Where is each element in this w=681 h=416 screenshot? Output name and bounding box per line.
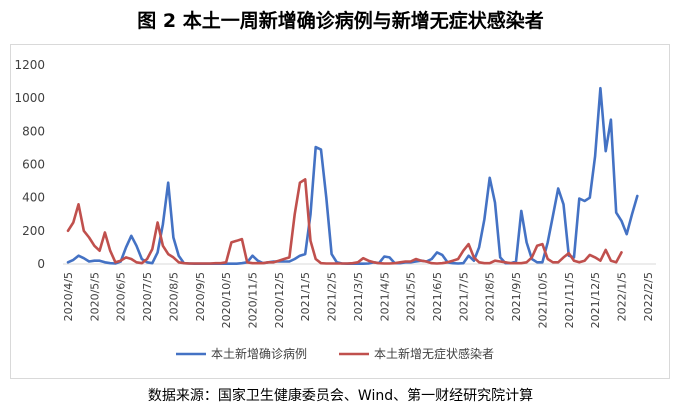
x-tick-label: 2021/4/5 [378,272,391,321]
source-note: 数据来源：国家卫生健康委员会、Wind、第一财经研究院计算 [147,388,534,404]
x-tick-label: 2020/5/5 [88,272,101,321]
series-line-2 [66,178,623,265]
y-axis-ticks: 0 200 400 600 800 1000 1200 [14,58,45,271]
x-tick-label: 2021/7/5 [457,272,470,321]
x-tick-label: 2021/12/5 [589,272,602,328]
legend: 本土新增确诊病例 本土新增无症状感染者 [176,346,494,361]
x-tick-label: 2020/4/5 [62,272,75,321]
x-tick-label: 2021/1/5 [299,272,312,321]
x-tick-label: 2021/9/5 [510,272,523,321]
x-tick-label: 2020/8/5 [167,272,180,321]
chart-title: 图 2 本土一周新增确诊病例与新增无症状感染者 [137,10,544,32]
x-tick-label: 2020/6/5 [115,272,128,321]
y-tick-label: 0 [37,257,45,271]
x-tick-label: 2022/2/5 [642,272,655,321]
x-tick-label: 2021/5/5 [405,272,418,321]
x-tick-label: 2020/7/5 [141,272,154,321]
y-tick-label: 1000 [14,91,45,105]
x-tick-label: 2021/3/5 [352,272,365,321]
y-tick-label: 600 [22,158,45,172]
y-tick-label: 400 [22,191,45,205]
x-tick-label: 2021/2/5 [326,272,339,321]
x-tick-label: 2022/1/5 [615,272,628,321]
x-axis-ticks: 2020/4/5 2020/5/5 2020/6/5 2020/7/5 2020/8/5… [62,272,655,328]
y-tick-label: 800 [22,124,45,138]
chart-area: 0 200 400 600 800 1000 1200 2020/4/5 2020/5/5 20… [10,44,670,379]
x-tick-label: 2020/9/5 [194,272,207,321]
x-tick-label: 2020/10/5 [220,272,233,328]
x-tick-label: 2021/6/5 [431,272,444,321]
y-tick-label: 1200 [14,58,45,72]
y-tick-label: 200 [22,224,45,238]
x-tick-label: 2021/11/5 [563,272,576,328]
legend-label-2: 本土新增无症状感染者 [374,346,494,361]
x-tick-label: 2020/12/5 [273,272,286,328]
series-lines [66,86,639,265]
x-tick-label: 2021/10/5 [536,272,549,328]
x-tick-label: 2020/11/5 [246,272,259,328]
legend-label-1: 本土新增确诊病例 [211,346,307,361]
x-tick-label: 2021/8/5 [484,272,497,321]
